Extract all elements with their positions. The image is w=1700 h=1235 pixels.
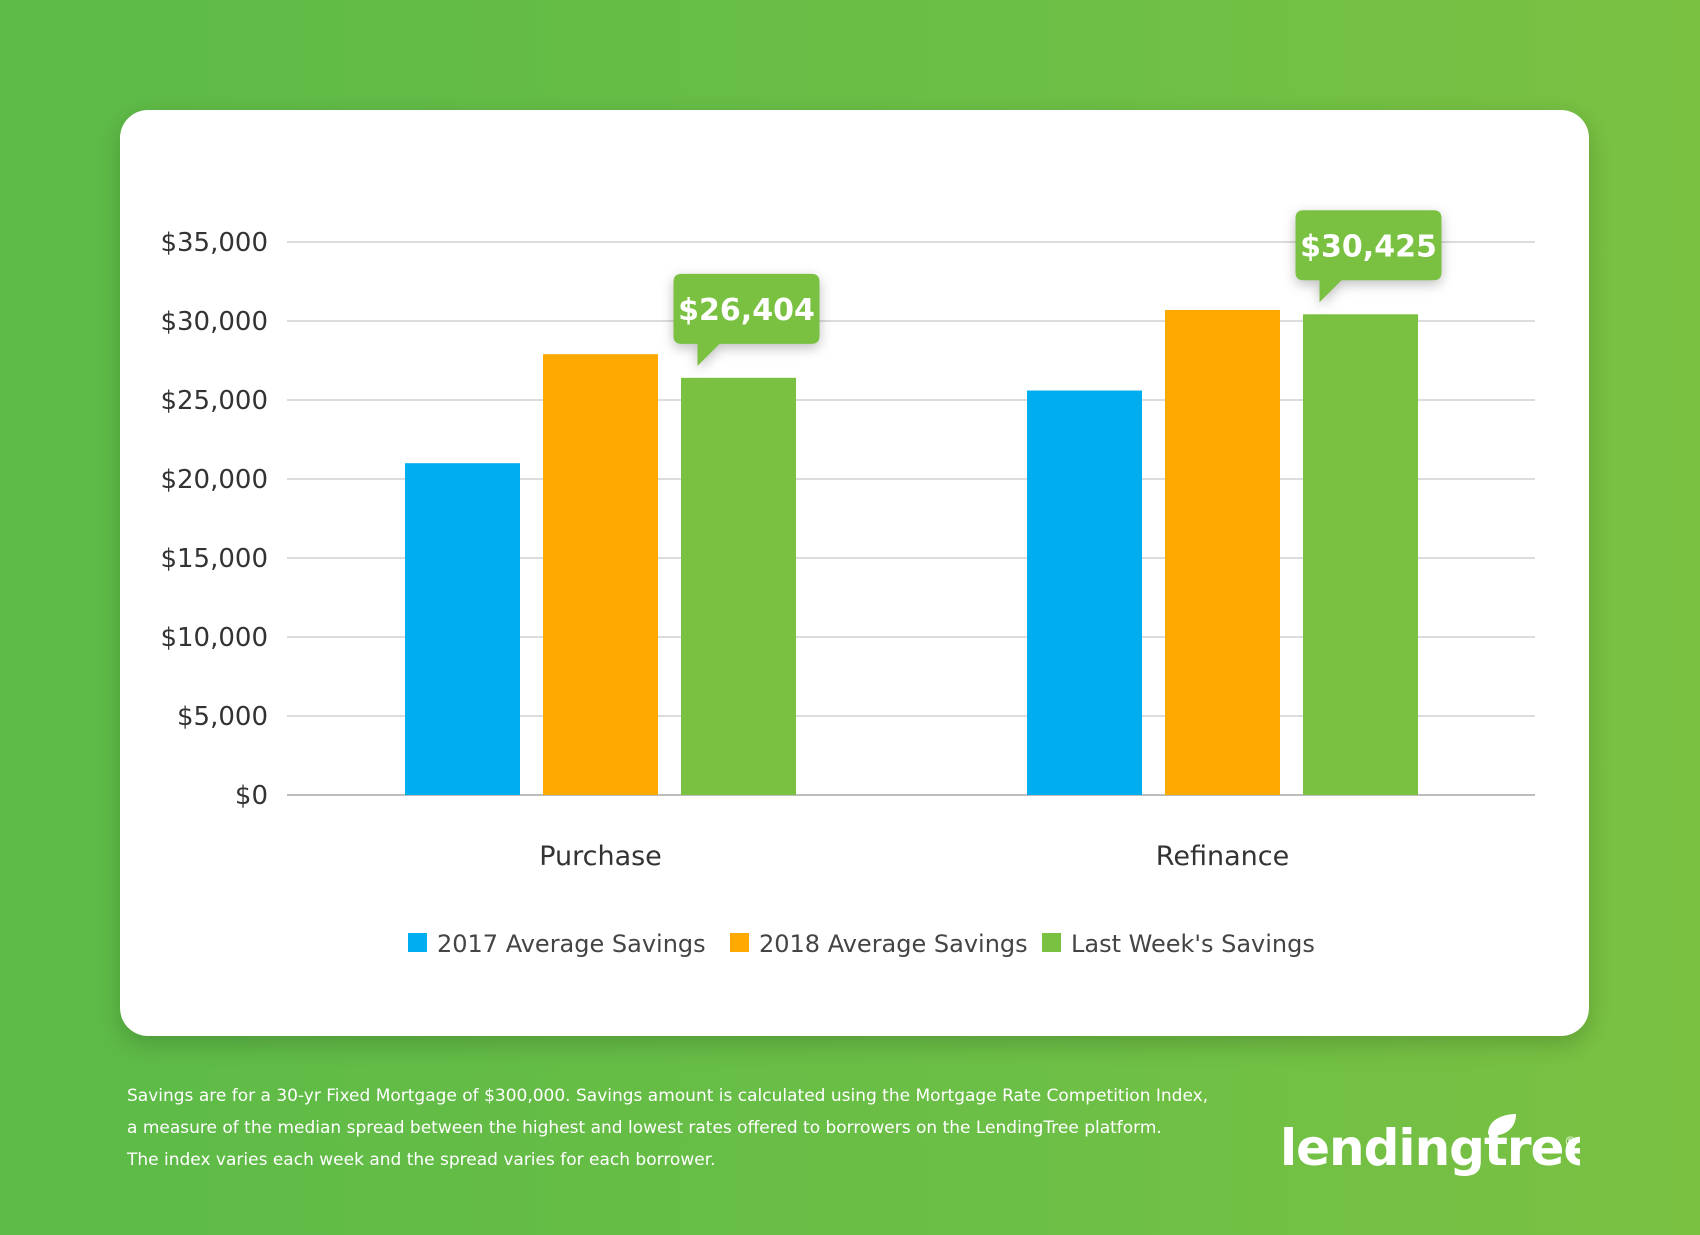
- legend-swatch: [730, 933, 749, 952]
- footnote-line: Savings are for a 30-yr Fixed Mortgage o…: [127, 1086, 1209, 1106]
- footnote-line: a measure of the median spread between t…: [127, 1118, 1162, 1138]
- lendingtree-logo: lendingtree ®: [1280, 1114, 1580, 1177]
- y-tick-label: $25,000: [160, 386, 268, 416]
- y-tick-label: $20,000: [160, 465, 268, 495]
- footnote: Savings are for a 30-yr Fixed Mortgage o…: [127, 1080, 1237, 1176]
- y-tick-label: $5,000: [177, 702, 268, 732]
- y-tick-label: $15,000: [160, 544, 268, 574]
- bar: [543, 354, 658, 795]
- legend-label: 2018 Average Savings: [759, 930, 1028, 958]
- legend-swatch: [1042, 933, 1061, 952]
- x-tick-label: Refinance: [1156, 841, 1289, 872]
- x-tick-label: Purchase: [539, 841, 662, 872]
- legend-label: 2017 Average Savings: [437, 930, 706, 958]
- bar: [1303, 314, 1418, 795]
- callout-label: $26,404: [678, 293, 815, 328]
- y-tick-label: $0: [235, 781, 268, 811]
- legend-swatch: [408, 933, 427, 952]
- bar: [681, 377, 796, 795]
- legend-label: Last Week's Savings: [1071, 930, 1315, 958]
- leaf-icon: [1488, 1114, 1516, 1136]
- footnote-line: The index varies each week and the sprea…: [127, 1150, 716, 1170]
- y-tick-label: $30,000: [160, 307, 268, 337]
- bar: [1165, 309, 1280, 795]
- callout-label: $30,425: [1300, 229, 1437, 264]
- y-tick-label: $35,000: [160, 228, 268, 258]
- registered-mark: ®: [1564, 1135, 1577, 1150]
- bar: [1027, 390, 1142, 795]
- logo-wordmark: lendingtree: [1280, 1119, 1580, 1177]
- bar: [405, 463, 520, 795]
- y-tick-label: $10,000: [160, 623, 268, 653]
- callout-bubble: [673, 273, 820, 366]
- callout-bubble: [1295, 210, 1442, 303]
